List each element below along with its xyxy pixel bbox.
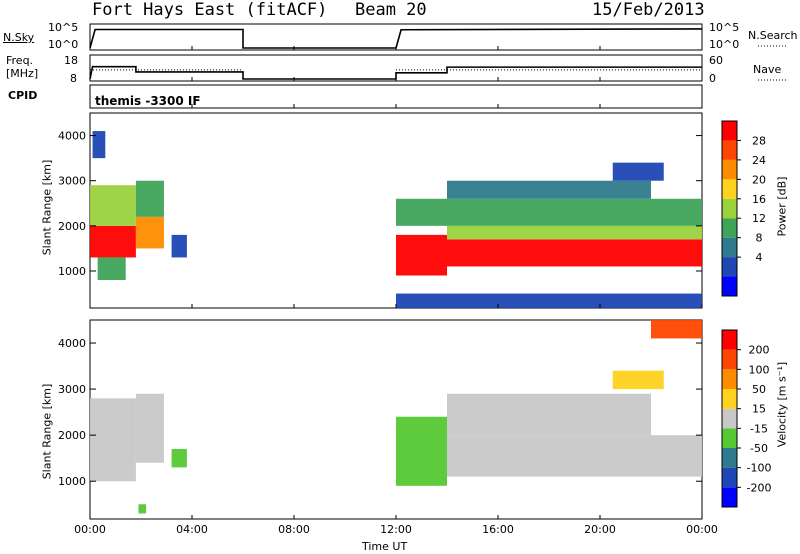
nave-label: Nave	[753, 63, 782, 76]
power-colorbar-tick-label-2: 20	[752, 173, 766, 186]
power-ytick-label-2: 3000	[58, 175, 86, 188]
power-ytick-label-3: 4000	[58, 130, 86, 143]
power-colorbar-tick-label-1: 24	[752, 154, 766, 167]
velocity-ytick-label-1: 2000	[58, 429, 86, 442]
velocity-region-7	[612, 370, 664, 390]
velocity-colorbar-tick-label-5: -50	[750, 442, 768, 455]
nsearch-tick-bottom: 10^0	[709, 38, 740, 51]
power-ytick-label-1: 2000	[58, 220, 86, 233]
velocity-colorbar-tick-label-4: -15	[750, 422, 768, 435]
power-region-7	[396, 234, 447, 276]
velocity-colorbar-swatch-4	[722, 408, 737, 429]
velocity-region-1	[135, 393, 164, 463]
power-colorbar-swatch-5	[722, 179, 737, 199]
power-region-0	[90, 225, 136, 258]
power-colorbar-swatch-2	[722, 237, 737, 258]
freq-label: Freq.	[6, 54, 34, 67]
power-region-6	[92, 131, 106, 159]
nsearch-label: N.Search	[748, 29, 798, 42]
velocity-colorbar-swatch-2	[722, 448, 737, 468]
power-region-12	[612, 162, 664, 181]
velocity-colorbar-swatch-0	[722, 487, 737, 507]
power-region-2	[97, 257, 126, 281]
velocity-region-2	[171, 448, 187, 468]
power-colorbar-tick-label-3: 16	[752, 193, 766, 206]
velocity-colorbar-swatch-5	[722, 389, 737, 409]
velocity-colorbar-swatch-3	[722, 428, 737, 448]
power-colorbar-swatch-7	[722, 140, 737, 160]
nave-tick-top: 60	[709, 54, 723, 67]
velocity-colorbar-tick-label-2: 50	[752, 383, 766, 396]
xtick-label-4: 16:00	[482, 523, 514, 536]
power-colorbar-swatch-8	[722, 121, 737, 141]
power-region-1	[90, 185, 136, 226]
power-colorbar-tick-label-4: 12	[752, 212, 766, 225]
velocity-colorbar-tick-label-3: 15	[752, 403, 766, 416]
xtick-label-2: 08:00	[278, 523, 310, 536]
velocity-region-5	[447, 435, 702, 477]
power-region-9	[447, 225, 702, 240]
velocity-colorbar-swatch-1	[722, 467, 737, 488]
nsky-tick-bottom: 10^0	[48, 38, 79, 51]
velocity-colorbar-tick-label-6: -100	[747, 462, 772, 475]
power-region-8	[447, 239, 702, 267]
xtick-label-6: 00:00	[686, 523, 718, 536]
power-colorbar-tick-label-5: 8	[756, 232, 763, 245]
freq-series	[89, 65, 702, 80]
power-region-5	[171, 234, 187, 258]
nsky-series	[89, 28, 703, 49]
power-colorbar-swatch-6	[722, 159, 737, 180]
power-region-4	[135, 180, 164, 217]
velocity-colorbar-frame	[721, 329, 738, 508]
power-region-3	[135, 216, 164, 249]
freq-tick-bottom: 8	[70, 72, 77, 85]
velocity-colorbar-tick-label-1: 100	[749, 363, 770, 376]
velocity-region-3	[138, 504, 147, 514]
beam-label: Beam 20	[355, 0, 427, 20]
nsky-label: N.Sky	[3, 31, 35, 44]
nsky-tick-top: 10^5	[48, 21, 79, 34]
velocity-region-0	[90, 398, 136, 482]
velocity-colorbar-swatch-7	[722, 349, 737, 370]
velocity-ytick-label-2: 3000	[58, 383, 86, 396]
radar-title: Fort Hays East (fitACF)	[92, 0, 328, 20]
velocity-region-6	[447, 393, 651, 436]
nave-tick-bottom: 0	[709, 72, 716, 85]
xtick-label-0: 00:00	[74, 523, 106, 536]
velocity-region-4	[396, 416, 447, 486]
xtick-label-1: 04:00	[176, 523, 208, 536]
cpid-label: CPID	[8, 89, 38, 102]
freq-tick-top: 18	[64, 54, 78, 67]
xtick-label-5: 20:00	[584, 523, 616, 536]
velocity-colorbar-swatch-8	[722, 330, 737, 350]
power-colorbar-tick-label-6: 4	[756, 251, 763, 264]
freq-unit-label: [MHz]	[6, 67, 39, 80]
velocity-colorbar-tick-label-7: -200	[747, 481, 772, 494]
xtick-label-3: 12:00	[380, 523, 412, 536]
velocity-ytick-label-3: 4000	[58, 337, 86, 350]
velocity-region-8	[651, 320, 702, 339]
xaxis-label: Time UT	[362, 540, 408, 553]
power-colorbar-swatch-1	[722, 257, 737, 277]
velocity-colorbar-swatch-6	[722, 369, 737, 389]
power-region-13	[396, 293, 702, 308]
velocity-colorbar-tick-label-0: 200	[749, 344, 770, 357]
power-colorbar-tick-label-0: 28	[752, 134, 766, 147]
cpid-program: themis -3300 IF	[95, 94, 201, 108]
power-colorbar-swatch-3	[722, 218, 737, 238]
power-colorbar-frame	[721, 120, 738, 297]
power-colorbar-swatch-4	[722, 198, 737, 219]
velocity-ytick-label-0: 1000	[58, 475, 86, 488]
power-region-11	[447, 180, 651, 199]
power-region-10	[396, 198, 702, 226]
power-ytick-label-0: 1000	[58, 265, 86, 278]
nsearch-tick-top: 10^5	[709, 21, 740, 34]
date-label: 15/Feb/2013	[592, 0, 705, 20]
power-colorbar-swatch-0	[722, 276, 737, 296]
